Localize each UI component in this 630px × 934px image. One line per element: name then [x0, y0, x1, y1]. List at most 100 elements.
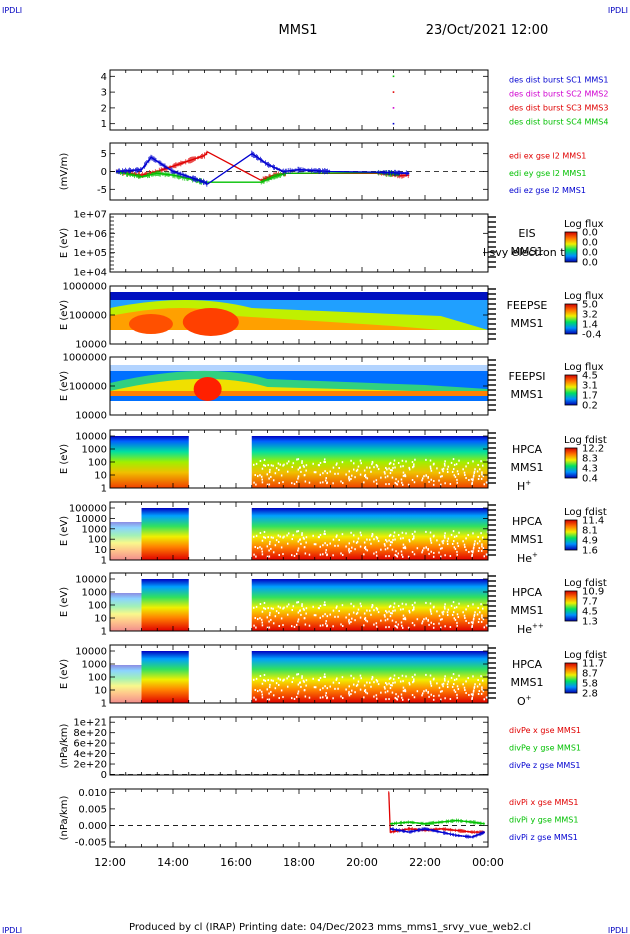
panel-divpe-ytick-label: 8e+20	[73, 728, 107, 739]
panel-hpca_he2-speckle	[252, 606, 255, 609]
panel-hpca_o-speckle	[354, 691, 356, 694]
panel-hpca_o-colorbar-tick: 5.8	[582, 679, 598, 690]
panel-hpca_he-speckle	[446, 543, 449, 546]
panel-hpca_h-speckle	[363, 474, 366, 477]
panel-hpca_he-speckle	[302, 536, 305, 539]
panel-hpca_o-speckle	[282, 696, 284, 699]
panel-hpca_h-speckle	[463, 471, 466, 474]
panel-feepse-peak	[128, 314, 173, 334]
panel-hpca_h-speckle	[436, 467, 438, 470]
panel-feepse-side-label: FEEPSE	[507, 299, 548, 312]
panel-hpca_o-speckle	[447, 680, 450, 683]
panel-hpca_o-speckle	[472, 693, 474, 696]
panel-hpca_h-speckle	[263, 458, 266, 461]
panel-hpca_h-speckle	[323, 460, 325, 463]
panel-hpca_he-speckle	[279, 535, 282, 538]
panel-hpca_he-speckle	[471, 553, 473, 556]
panel-eis-heatmap	[110, 216, 114, 270]
panel-hpca_he-ytick-label: 10000	[75, 514, 107, 525]
panel-burst-point	[392, 91, 395, 93]
panel-hpca_he2-speckle	[283, 606, 285, 609]
panel-hpca_he2-colorbar	[564, 590, 578, 622]
panel-hpca_he-speckle	[388, 534, 391, 537]
panel-hpca_h-speckle	[261, 481, 264, 484]
panel-hpca_o-speckle	[452, 683, 455, 686]
panel-burst: 1 2 3 4 des dist burst SC1 MMS1 des dist burs…	[101, 69, 608, 131]
panel-hpca_h-speckle	[401, 481, 403, 484]
panel-hpca_o-speckle	[253, 696, 255, 699]
panel-hpca_o-speckle	[385, 681, 387, 684]
panel-hpca_o-speckle	[483, 698, 485, 701]
panel-hpca_he-speckle	[472, 550, 474, 553]
panel-hpca_he2-speckle	[369, 609, 371, 612]
panel-hpca_o-speckle	[449, 698, 452, 701]
panel-hpca_h-speckle	[453, 474, 456, 477]
panel-hpca_h-speckle	[292, 462, 295, 465]
panel-hpca_he-speckle	[269, 540, 271, 543]
panel-hpca_he2-speckle	[377, 611, 380, 614]
panel-hpca_he-speckle	[456, 542, 459, 545]
panel-hpca_h-speckle	[317, 464, 320, 467]
panel-hpca_o-ytick-label: 100	[88, 673, 107, 684]
panel-hpca_h-speckle	[357, 465, 360, 468]
panel-hpca_he2-speckle	[433, 622, 435, 625]
panel-hpca_he2-speckle	[456, 624, 458, 627]
panel-hpca_o-speckle	[366, 692, 369, 695]
panel-hpca_he2-speckle	[397, 623, 400, 626]
panel-hpca_he2-speckle	[470, 621, 473, 624]
panel-hpca_he2-speckle	[269, 611, 271, 614]
panel-hpca_he-speckle	[439, 547, 442, 550]
panel-hpca_o-speckle	[384, 691, 387, 694]
panel-hpca_he-speckle	[457, 545, 460, 548]
panel-hpca_o-speckle	[268, 686, 271, 689]
panel-hpca_he-speckle	[425, 546, 428, 549]
panel-hpca_he-colorbar-tick: 11.4	[582, 516, 604, 527]
panel-hpca_h-speckle	[270, 464, 273, 467]
panel-hpca_h-speckle	[268, 483, 271, 486]
panel-hpca_o-speckle	[480, 692, 483, 695]
panel-hpca_o-speckle	[394, 681, 396, 684]
panel-hpca_he2-speckle	[439, 618, 442, 621]
panel-hpca_o-speckle	[444, 675, 446, 678]
panel-hpca_he2-speckle	[443, 605, 446, 608]
panel-hpca_he-speckle	[312, 534, 314, 537]
panel-hpca_h-speckle	[295, 480, 298, 483]
panel-hpca_o-speckle	[450, 676, 453, 679]
panel-hpca_o-speckle	[308, 696, 311, 699]
panel-hpca_o-speckle	[376, 680, 379, 683]
panel-hpca_h-speckle	[464, 474, 466, 477]
panel-hpca_o-speckle	[455, 678, 458, 681]
panel-divpi-frame	[109, 788, 489, 848]
panel-hpca_o-speckle	[314, 686, 317, 689]
panel-hpca_he2-speckle	[401, 624, 403, 627]
panel-hpca_he-speckle	[266, 555, 269, 558]
panel-feepse-colorbar	[564, 303, 578, 335]
panel-feepsi-heatmap	[110, 365, 488, 401]
panel-hpca_he-speckle	[364, 545, 367, 548]
panel-hpca_he-speckle	[454, 547, 457, 550]
panel-hpca_he-speckle	[480, 532, 482, 535]
panel-feepse-ytick-label: 100000	[69, 311, 107, 322]
panel-hpca_he-speckle	[334, 544, 336, 547]
panel-hpca_h-speckle	[373, 480, 375, 483]
panel-hpca_he-speckle	[335, 535, 338, 538]
panel-hpca_h-speckle	[323, 458, 326, 461]
panel-hpca_he2-speckle	[325, 620, 327, 623]
panel-divpi-ytick-label: 0.000	[78, 821, 107, 832]
panel-divpe-ytick-label: 4e+20	[73, 749, 107, 760]
panel-hpca_o-speckle	[389, 676, 392, 679]
panel-divpi-ytick-label: 0.005	[78, 804, 107, 815]
panel-hpca_he2-speckle	[261, 610, 264, 613]
panel-hpca_h-speckle	[473, 474, 475, 477]
panel-hpca_he-colorbar-tick: 8.1	[582, 526, 598, 537]
panel-hpca_he2-speckle	[474, 611, 476, 614]
x-tick-label: 22:00	[409, 856, 441, 869]
panel-hpca_he-speckle	[371, 535, 373, 538]
panel-hpca_o-speckle	[348, 690, 350, 693]
panel-hpca_h-speckle	[458, 459, 460, 462]
panel-hpca_h-speckle	[471, 483, 473, 486]
panel-hpca_o-speckle	[388, 698, 390, 701]
panel-hpca_h-speckle	[366, 466, 368, 469]
panel-hpca_o-speckle	[363, 684, 366, 687]
panel-hpca_h-speckle	[305, 464, 308, 467]
